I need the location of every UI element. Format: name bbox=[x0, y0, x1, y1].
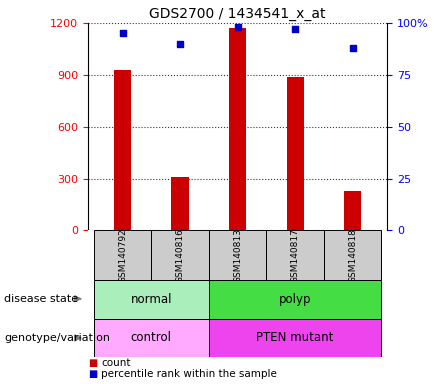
Point bbox=[119, 30, 126, 36]
Bar bbox=[151, 230, 209, 280]
Text: PTEN mutant: PTEN mutant bbox=[257, 331, 334, 344]
Point bbox=[349, 45, 356, 51]
Point bbox=[234, 24, 241, 30]
Bar bbox=[229, 28, 246, 230]
Text: GSM140817: GSM140817 bbox=[291, 228, 300, 283]
Bar bbox=[209, 319, 381, 357]
Text: GSM140813: GSM140813 bbox=[233, 228, 242, 283]
Bar bbox=[94, 230, 151, 280]
Bar bbox=[344, 190, 361, 230]
Title: GDS2700 / 1434541_x_at: GDS2700 / 1434541_x_at bbox=[149, 7, 326, 21]
Text: percentile rank within the sample: percentile rank within the sample bbox=[101, 369, 277, 379]
Text: GSM140792: GSM140792 bbox=[118, 228, 127, 283]
Point bbox=[176, 41, 183, 47]
Bar bbox=[94, 319, 209, 357]
Text: ■: ■ bbox=[88, 369, 97, 379]
Bar bbox=[114, 70, 131, 230]
Text: GSM140818: GSM140818 bbox=[348, 228, 357, 283]
Bar bbox=[266, 230, 324, 280]
Text: disease state: disease state bbox=[4, 294, 78, 304]
Point bbox=[292, 26, 299, 32]
Bar bbox=[94, 280, 209, 319]
Bar bbox=[324, 230, 381, 280]
Text: count: count bbox=[101, 358, 131, 368]
Bar bbox=[286, 76, 304, 230]
Text: ■: ■ bbox=[88, 358, 97, 368]
Text: GSM140816: GSM140816 bbox=[176, 228, 184, 283]
Bar bbox=[209, 280, 381, 319]
Bar bbox=[172, 177, 189, 230]
Text: normal: normal bbox=[131, 293, 172, 306]
Text: control: control bbox=[131, 331, 172, 344]
Text: genotype/variation: genotype/variation bbox=[4, 333, 110, 343]
Text: polyp: polyp bbox=[279, 293, 312, 306]
Bar bbox=[209, 230, 266, 280]
